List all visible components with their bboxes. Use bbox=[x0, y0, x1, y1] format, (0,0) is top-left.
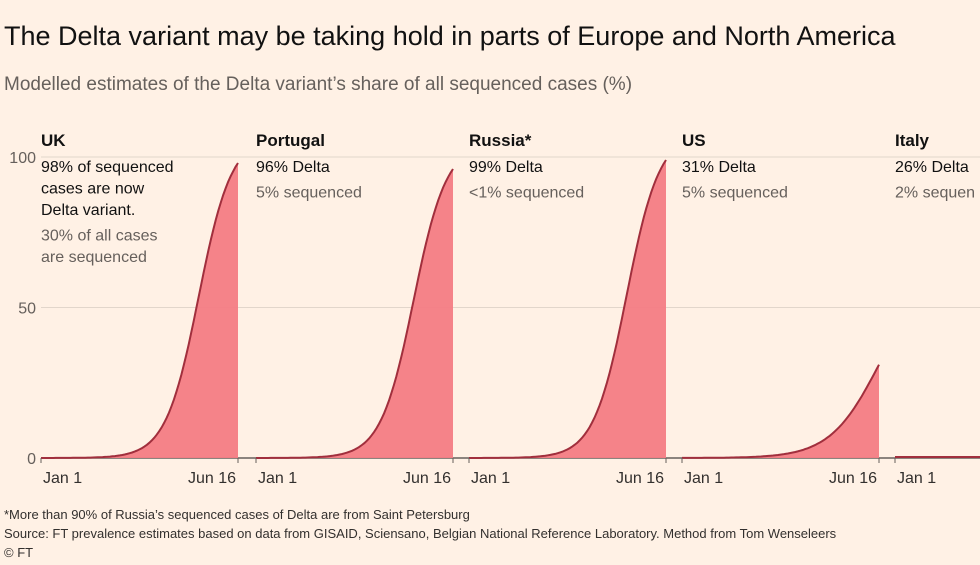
panel-annotation: Delta variant. bbox=[41, 202, 135, 219]
credit: © FT bbox=[4, 545, 33, 560]
source-note: Source: FT prevalence estimates based on… bbox=[4, 526, 837, 541]
x-tick-label: Jan 1 bbox=[897, 470, 936, 487]
panel-annotation: 98% of sequenced bbox=[41, 159, 174, 176]
panel-us: US 31% Delta 5% sequenced Jan 1 Jun 16 bbox=[681, 131, 880, 487]
panel-sequenced-note: 30% of all cases bbox=[41, 228, 158, 245]
x-tick-label: Jan 1 bbox=[684, 470, 723, 487]
y-tick-label: 0 bbox=[27, 451, 36, 468]
chart-subtitle: Modelled estimates of the Delta variant’… bbox=[4, 74, 632, 95]
panel-annotation: 26% Delta bbox=[895, 159, 969, 176]
series-area bbox=[41, 163, 238, 458]
chart-title: The Delta variant may be taking hold in … bbox=[4, 21, 896, 51]
panel-italy: Italy 26% Delta 2% sequen Jan 1 bbox=[894, 131, 980, 487]
panel-sequenced-note: are sequenced bbox=[41, 249, 147, 266]
x-tick-label: Jun 16 bbox=[188, 470, 236, 487]
series-line bbox=[469, 159, 667, 459]
panel-title: Portugal bbox=[256, 131, 325, 150]
series-area bbox=[682, 364, 879, 458]
panel-title: Italy bbox=[895, 131, 930, 150]
panel-title: Russia* bbox=[469, 131, 532, 150]
panel-sequenced-note: 5% sequenced bbox=[682, 185, 788, 202]
x-tick-label: Jun 16 bbox=[616, 470, 664, 487]
series-line bbox=[256, 168, 454, 459]
panel-title: US bbox=[682, 131, 706, 150]
series-area bbox=[256, 169, 453, 458]
panel-annotation: 31% Delta bbox=[682, 159, 756, 176]
panel-sequenced-note: <1% sequenced bbox=[469, 185, 584, 202]
panel-sequenced-note: 5% sequenced bbox=[256, 185, 362, 202]
panel-annotation: 96% Delta bbox=[256, 159, 330, 176]
x-tick-label: Jan 1 bbox=[471, 470, 510, 487]
y-tick-label: 50 bbox=[18, 301, 36, 318]
x-tick-label: Jun 16 bbox=[829, 470, 877, 487]
series-line bbox=[682, 364, 880, 459]
panel-sequenced-note: 2% sequen bbox=[895, 185, 975, 202]
panel-annotation: 99% Delta bbox=[469, 159, 543, 176]
x-tick-label: Jan 1 bbox=[258, 470, 297, 487]
footnote: *More than 90% of Russia’s sequenced cas… bbox=[4, 507, 470, 522]
y-tick-label: 100 bbox=[9, 150, 36, 167]
plot-area: 0 50 100 UK 98% of sequenced cases are now Del… bbox=[9, 131, 980, 487]
panel-portugal: Portugal 96% Delta 5% sequenced Jan 1 Jun 16 bbox=[255, 131, 454, 487]
x-tick-label: Jan 1 bbox=[43, 470, 82, 487]
panel-uk: UK 98% of sequenced cases are now Delta var… bbox=[40, 131, 239, 487]
panel-annotation: cases are now bbox=[41, 181, 145, 198]
series-area bbox=[469, 160, 666, 458]
series-line bbox=[41, 162, 239, 459]
x-tick-label: Jun 16 bbox=[403, 470, 451, 487]
panel-title: UK bbox=[41, 131, 66, 150]
panel-russia: Russia* 99% Delta <1% sequenced Jan 1 Jun 16 bbox=[468, 131, 667, 487]
